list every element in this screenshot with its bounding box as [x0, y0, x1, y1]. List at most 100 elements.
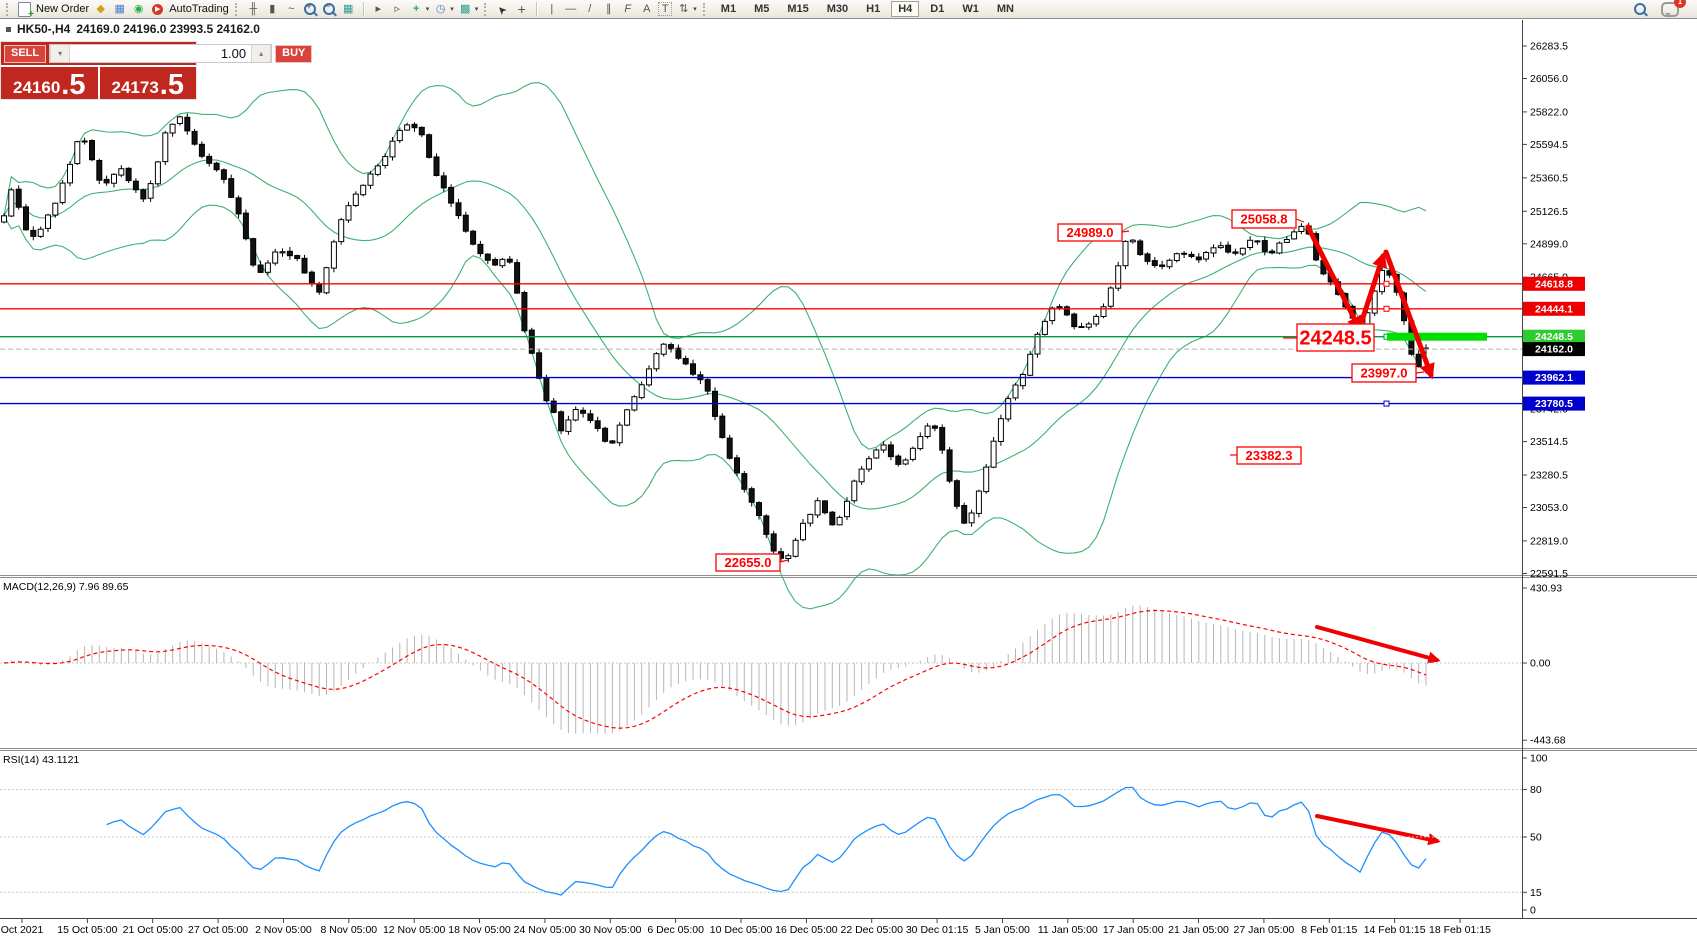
time-axis-label: 22 Dec 05:00 — [840, 924, 903, 936]
price-axis-badge — [1523, 370, 1585, 385]
search-button[interactable] — [1632, 2, 1647, 17]
highlight-level-bar[interactable] — [1387, 332, 1487, 341]
bull-candle — [279, 251, 286, 254]
bull-candle — [968, 512, 975, 524]
toolbar-drag-handle[interactable] — [484, 2, 489, 16]
arrows-tool[interactable]: ⇅ — [679, 2, 689, 15]
price-annotation[interactable]: 25058.8 — [1231, 209, 1305, 229]
signals-icon[interactable]: ◉ — [133, 2, 144, 15]
annotation-box[interactable] — [1296, 323, 1375, 352]
price-annotation[interactable]: 22655.0 — [715, 553, 789, 572]
timeframe-button-h1[interactable]: H1 — [866, 3, 881, 15]
bear-candle — [748, 488, 755, 503]
fibonacci-tool[interactable]: F — [624, 2, 632, 15]
volume-input[interactable] — [70, 45, 252, 62]
timeframe-button-mn[interactable]: MN — [996, 3, 1014, 15]
buy-price[interactable]: 24173 .5 — [97, 67, 197, 99]
periods-button[interactable]: ◷ — [435, 2, 446, 15]
annotation-box[interactable] — [1351, 363, 1417, 383]
candlestick-chart-button[interactable]: ▮ — [269, 2, 276, 15]
price-annotation[interactable]: 24248.5 — [1283, 323, 1375, 352]
line-chart-button[interactable]: ~ — [288, 2, 295, 15]
autotrading-button[interactable]: ▶ — [150, 2, 165, 17]
price-axis-tick-label: 26056.0 — [1530, 73, 1568, 85]
chart-title-marker-icon[interactable] — [6, 26, 11, 32]
annotation-box[interactable] — [1231, 209, 1297, 229]
toolbar-drag-handle[interactable] — [234, 2, 240, 16]
annotation-box[interactable] — [1236, 446, 1302, 465]
toolbar-drag-handle[interactable] — [6, 2, 11, 16]
bull-candle — [147, 183, 154, 199]
cursor-tool-button[interactable]: ➤ — [495, 2, 510, 17]
price-annotation[interactable]: 23997.0 — [1351, 363, 1425, 383]
timeframe-button-m1[interactable]: M1 — [720, 3, 737, 15]
autotrading-label[interactable]: AutoTrading — [169, 3, 229, 15]
profiles-icon[interactable]: ◆ — [96, 2, 105, 15]
market-watch-icon[interactable]: ▦ — [114, 2, 125, 15]
trend-arrow[interactable] — [1315, 625, 1441, 664]
indicators-button[interactable]: + — [413, 2, 420, 15]
bull-candle — [367, 173, 374, 186]
volume-increase-button[interactable]: ▴ — [251, 45, 272, 62]
annotation-connector — [1121, 230, 1130, 233]
text-label-tool[interactable]: T — [658, 2, 673, 16]
templates-button[interactable]: ▩ — [460, 2, 471, 15]
bull-candle — [865, 458, 872, 470]
bear-candle — [1261, 240, 1268, 252]
arrows-dropdown-icon[interactable]: ▾ — [693, 6, 697, 13]
new-order-label[interactable]: New Order — [36, 3, 90, 15]
bull-candle — [404, 124, 411, 131]
annotation-box[interactable] — [1057, 223, 1123, 242]
price-annotation[interactable]: 23382.3 — [1230, 446, 1302, 465]
line-handle[interactable] — [1383, 305, 1390, 312]
zoom-in-button[interactable]: + — [303, 2, 318, 17]
line-handle[interactable] — [1383, 400, 1390, 407]
crosshair-tool-button[interactable]: + — [517, 1, 526, 17]
trend-arrow[interactable] — [1354, 251, 1388, 339]
notifications-button[interactable]: 1 — [1661, 0, 1686, 17]
timeframe-button-w1[interactable]: W1 — [962, 3, 979, 15]
trend-arrow[interactable] — [1305, 224, 1362, 333]
timeframe-button-d1[interactable]: D1 — [930, 3, 945, 15]
timeframe-button-m30[interactable]: M30 — [826, 3, 849, 15]
chart-shift-button[interactable]: ▹ — [394, 2, 400, 15]
volume-decrease-button[interactable]: ▾ — [50, 45, 71, 62]
toolbar-group-pointer: ➤ + — [491, 2, 533, 17]
tile-windows-button[interactable]: ▦ — [343, 2, 354, 15]
indicators-dropdown-icon[interactable]: ▾ — [425, 6, 430, 13]
text-tool[interactable]: A — [643, 2, 651, 15]
new-order-button[interactable]: + — [17, 1, 34, 19]
periods-dropdown-icon[interactable]: ▾ — [450, 6, 454, 13]
bull-candle — [272, 251, 279, 264]
price-annotation[interactable]: 24989.0 — [1057, 223, 1130, 242]
line-handle[interactable] — [1383, 280, 1390, 287]
trendline-tool[interactable]: / — [588, 2, 592, 15]
equidistant-channel-tool[interactable]: ∥ — [606, 2, 612, 15]
sell-button[interactable]: SELL — [4, 44, 47, 63]
timeframe-button-m15[interactable]: M15 — [787, 3, 809, 15]
sell-price[interactable]: 24160 .5 — [1, 67, 98, 99]
bull-candle — [975, 490, 982, 514]
horizontal-line-tool[interactable]: — — [565, 2, 577, 15]
autotrading-icon: ▶ — [152, 3, 164, 15]
timeframe-button-h4[interactable]: H4 — [891, 1, 920, 17]
rsi-axis-label: 100 — [1530, 753, 1548, 765]
toolbar-drag-handle[interactable] — [702, 2, 708, 16]
trend-arrow[interactable] — [1383, 249, 1435, 380]
vertical-line-tool[interactable]: | — [550, 2, 554, 15]
toolbar-group-objects: | — / ∥ F A T ⇅ ▾ — [540, 2, 701, 17]
toolbar-group-standard: + New Order ◆ ▦ ◉ ▶ AutoTrading — [13, 1, 233, 19]
auto-scroll-button[interactable]: ▸ — [375, 2, 381, 15]
zoom-out-button[interactable]: − — [322, 2, 337, 17]
bollinger-bands — [3, 82, 1427, 610]
buy-button[interactable]: BUY — [275, 44, 313, 63]
bear-candle — [462, 214, 469, 232]
bull-candle — [792, 539, 799, 557]
bar-chart-button[interactable]: ╫ — [249, 2, 258, 15]
bull-candle — [844, 500, 850, 518]
templates-dropdown-icon[interactable]: ▾ — [474, 6, 479, 13]
timeframe-button-m5[interactable]: M5 — [754, 3, 770, 15]
annotation-box[interactable] — [715, 553, 781, 572]
bear-candle — [184, 116, 191, 132]
